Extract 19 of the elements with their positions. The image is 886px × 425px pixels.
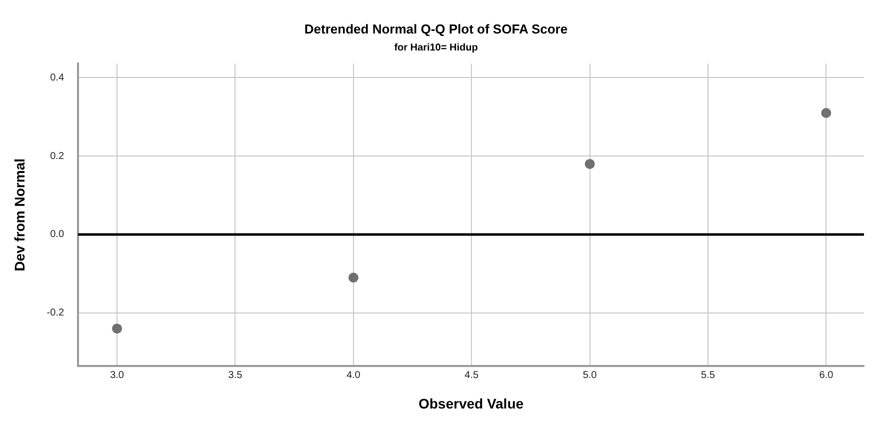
x-tick-label: 3.0: [110, 370, 124, 381]
x-tick-label: 4.0: [346, 370, 361, 381]
point: [584, 158, 595, 169]
y-axis-title: Dev from Normal: [11, 158, 28, 272]
x-tick-label: 6.0: [819, 370, 834, 381]
point: [112, 324, 122, 334]
y-tick-label: -0.2: [46, 308, 64, 319]
y-tick-label: 0.4: [50, 72, 64, 84]
chart-subtitle: for Hari10= Hidup: [394, 42, 478, 54]
chart-title: Detrended Normal Q-Q Plot of SOFA Score: [304, 21, 568, 36]
point: [348, 272, 358, 283]
x-tick-label: 3.5: [228, 370, 243, 381]
x-axis-title: Observed Value: [418, 395, 524, 412]
x-tick-label: 5.5: [701, 370, 716, 381]
x-tick-label: 4.5: [464, 370, 479, 381]
y-tick-label: 0.0: [50, 229, 64, 240]
y-tick-label: 0.2: [50, 150, 64, 162]
x-tick-label: 5.0: [582, 370, 598, 381]
point: [821, 108, 832, 118]
